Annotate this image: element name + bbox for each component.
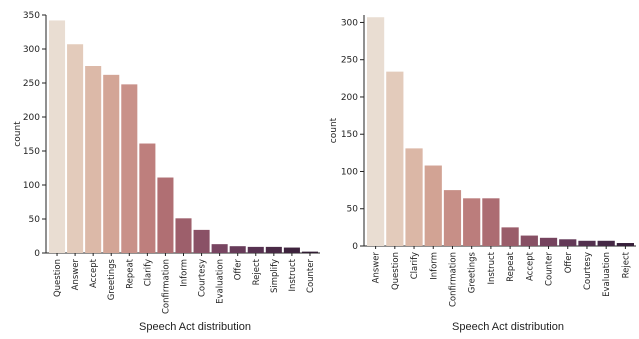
x-tick-label: Confirmation [161, 259, 171, 314]
bar-offer [229, 246, 246, 253]
y-tick-label: 250 [23, 79, 40, 89]
bar-answer [67, 44, 84, 253]
x-tick-label: Offer [564, 252, 574, 274]
x-tick-label: Courtesy [198, 259, 208, 297]
bar-clarify [139, 143, 156, 253]
x-tick-label: Offer [234, 259, 244, 281]
bar-inform [175, 218, 192, 253]
bar-clarify [405, 148, 423, 246]
x-tick-label: Question [391, 252, 401, 290]
bar-instruct [482, 198, 500, 246]
bar-counter [539, 237, 558, 246]
x-tick-label: Greetings [107, 258, 117, 300]
x-tick-label: Reject [252, 258, 262, 285]
x-tick-label: Simplify [270, 259, 280, 293]
x-tick-label: Accept [89, 258, 99, 288]
bar-counter [301, 251, 318, 253]
bar-greetings [103, 74, 120, 253]
chart-caption: Speech Act distribution [139, 321, 251, 333]
bar-question [386, 71, 404, 246]
y-tick-label: 0 [352, 242, 358, 252]
x-tick-label: Courtesy [583, 252, 593, 290]
x-tick-label: Greetings [468, 251, 478, 293]
x-tick-label: Inform [180, 259, 190, 287]
x-tick-label: Reject [621, 251, 631, 278]
x-tick-label: Repeat [125, 258, 135, 289]
bar-instruct [283, 247, 300, 253]
x-tick-label: Answer [71, 259, 81, 291]
x-tick-label: Counter [306, 258, 316, 292]
y-tick-label: 200 [341, 93, 358, 103]
y-tick-label: 50 [29, 215, 41, 225]
y-tick-label: 300 [341, 18, 358, 28]
y-tick-label: 100 [23, 181, 40, 191]
bar-answer [367, 17, 385, 246]
x-tick-label: Instruct [487, 251, 497, 284]
bar-confirmation [157, 177, 174, 253]
y-tick-label: 150 [23, 147, 40, 157]
bar-repeat [121, 84, 138, 253]
bar-accept [520, 235, 538, 246]
y-tick-label: 300 [23, 45, 40, 55]
x-tick-label: Evaluation [602, 252, 612, 297]
x-tick-label: Confirmation [448, 252, 458, 307]
bar-courtesy [193, 229, 210, 253]
x-tick-label: Evaluation [216, 259, 226, 304]
bar-reject [247, 246, 264, 253]
bar-inform [424, 165, 442, 246]
bar-reject [616, 243, 634, 246]
chart-caption: Speech Act distribution [452, 321, 564, 333]
y-axis-label: count [13, 121, 23, 147]
y-axis-label: count [329, 117, 339, 143]
x-tick-label: Question [53, 259, 63, 297]
x-tick-label: Counter [545, 251, 555, 285]
y-tick-label: 200 [23, 113, 40, 123]
y-tick-label: 250 [341, 56, 358, 66]
y-tick-label: 50 [347, 205, 359, 215]
y-tick-label: 150 [341, 130, 358, 140]
bar-question [49, 20, 66, 253]
x-tick-label: Inform [429, 252, 439, 280]
y-tick-label: 350 [23, 11, 40, 21]
bar-courtesy [578, 240, 596, 246]
bar-evaluation [211, 244, 228, 253]
bar-evaluation [597, 240, 615, 246]
bar-confirmation [443, 190, 462, 246]
bar-repeat [501, 227, 519, 246]
chart-right: 0 50 100 150 200 250 300 count Answer Question Cla… [329, 15, 636, 333]
bar-simplify [265, 246, 282, 253]
x-tick-label: Repeat [506, 251, 516, 282]
x-tick-label: Accept [525, 251, 535, 281]
bar-greetings [463, 198, 481, 246]
x-tick-label: Instruct [288, 258, 298, 291]
y-tick-label: 100 [341, 167, 358, 177]
x-tick-label: Clarify [143, 259, 153, 286]
bar-accept [85, 66, 102, 253]
x-tick-label: Answer [372, 252, 382, 284]
bar-offer [559, 239, 577, 246]
x-tick-label: Clarify [410, 252, 420, 279]
chart-left: 0 50 100 150 200 250 300 350 count Question Answer… [13, 11, 320, 333]
y-tick-label: 0 [34, 249, 40, 259]
